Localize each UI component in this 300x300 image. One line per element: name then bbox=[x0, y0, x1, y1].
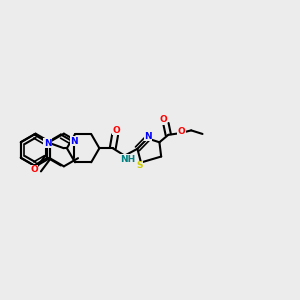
Text: N: N bbox=[70, 137, 78, 146]
Text: O: O bbox=[159, 116, 167, 124]
Text: O: O bbox=[30, 165, 38, 174]
Text: N: N bbox=[144, 131, 152, 140]
Text: NH: NH bbox=[120, 155, 135, 164]
Text: O: O bbox=[178, 128, 186, 136]
Text: N: N bbox=[44, 139, 51, 148]
Text: O: O bbox=[113, 126, 121, 135]
Text: S: S bbox=[136, 161, 143, 170]
